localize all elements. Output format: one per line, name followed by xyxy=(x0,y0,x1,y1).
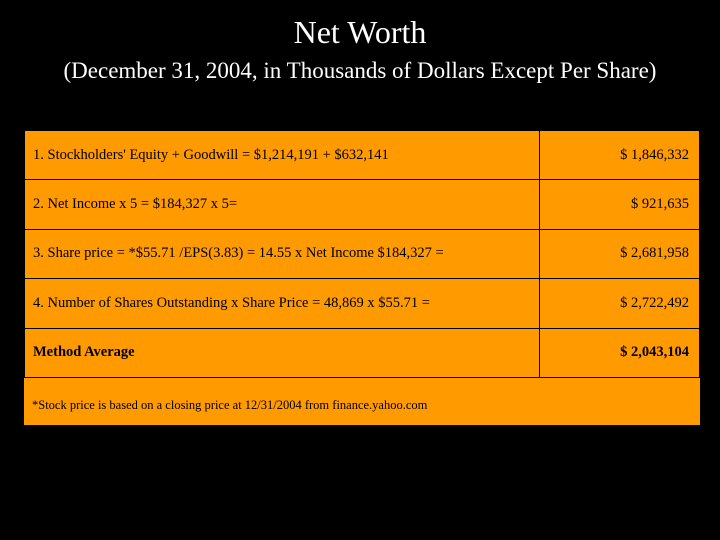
row-label: 1. Stockholders' Equity + Goodwill = $1,… xyxy=(24,129,540,181)
method-average-value: $ 2,043,104 xyxy=(539,327,700,379)
row-value: $ 2,681,958 xyxy=(539,228,700,280)
net-worth-table: 1. Stockholders' Equity + Goodwill = $1,… xyxy=(24,129,700,379)
row-value: $ 2,722,492 xyxy=(539,278,700,329)
method-average-label: Method Average xyxy=(24,327,540,379)
row-value: $ 1,846,332 xyxy=(539,129,700,181)
net-worth-panel: 1. Stockholders' Equity + Goodwill = $1,… xyxy=(24,129,700,425)
table-row: 4. Number of Shares Outstanding x Share … xyxy=(24,278,700,329)
method-average-row: Method Average $ 2,043,104 xyxy=(24,327,700,379)
row-label: 2. Net Income x 5 = $184,327 x 5= xyxy=(24,179,540,230)
table-row: 2. Net Income x 5 = $184,327 x 5= $ 921,… xyxy=(24,179,700,230)
row-value: $ 921,635 xyxy=(539,179,700,230)
row-label: 4. Number of Shares Outstanding x Share … xyxy=(24,278,540,329)
row-label: 3. Share price = *$55.71 /EPS(3.83) = 14… xyxy=(24,228,540,280)
footnote: *Stock price is based on a closing price… xyxy=(32,398,428,412)
slide-subtitle: (December 31, 2004, in Thousands of Doll… xyxy=(63,58,657,83)
slide-title: Net Worth xyxy=(293,14,427,50)
table-row: 1. Stockholders' Equity + Goodwill = $1,… xyxy=(24,129,700,181)
table-row: 3. Share price = *$55.71 /EPS(3.83) = 14… xyxy=(24,228,700,280)
